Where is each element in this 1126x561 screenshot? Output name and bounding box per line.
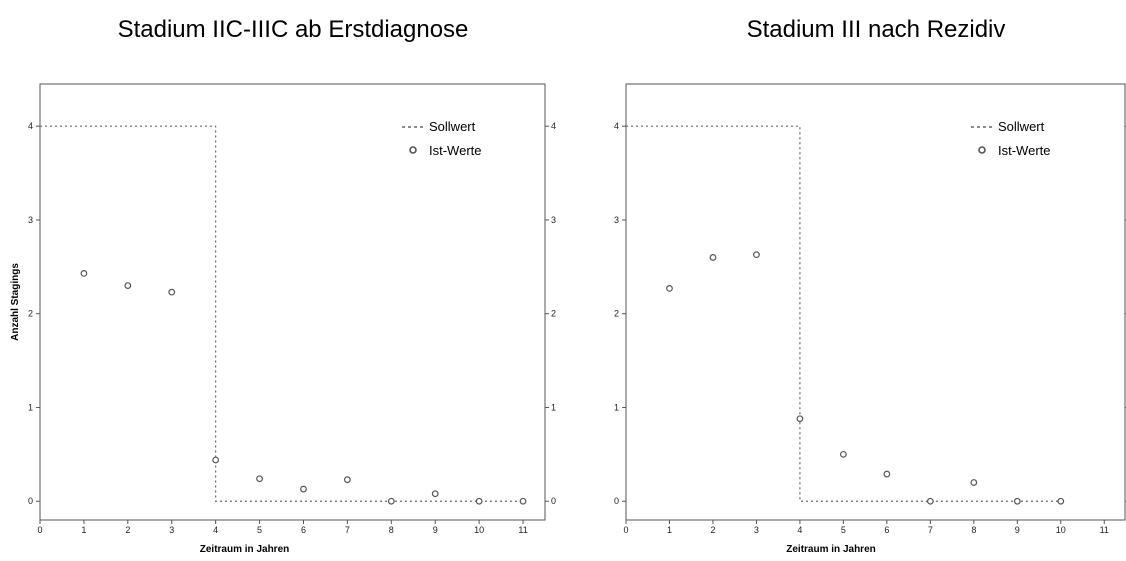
x-tick-label: 5 <box>841 525 846 535</box>
x-tick-label: 3 <box>754 525 759 535</box>
ist-wert-point <box>666 285 673 292</box>
chart-right: 0 1 2 3 4 5 6 7 8 9 10 11 0 1 2 3 4 Zeitraum in Jahren Sol… <box>614 83 1126 555</box>
y-tick-label: 3 <box>28 215 33 225</box>
ist-wert-point <box>1013 497 1021 505</box>
chart-title-right: Stadium III nach Rezidiv <box>746 16 1006 43</box>
x-tick-label: 9 <box>433 525 438 535</box>
x-tick-label: 5 <box>257 525 262 535</box>
x-tick-label: 2 <box>125 525 130 535</box>
plot-frame <box>39 83 546 521</box>
legend-ist-label: Ist-Werte <box>429 143 482 158</box>
x-tick-label: 11 <box>1100 525 1109 535</box>
y-tick-label: 0 <box>614 496 619 506</box>
x-tick-label: 9 <box>1015 525 1020 535</box>
legend-sollwert-label: Sollwert <box>998 119 1045 134</box>
x-tick-label: 3 <box>169 525 174 535</box>
x-tick-label: 10 <box>474 525 484 535</box>
legend-sollwert-label: Sollwert <box>429 119 476 134</box>
ist-wert-point <box>256 475 263 483</box>
ist-wert-point <box>80 270 88 277</box>
y-axis-label: Anzahl Stagings <box>10 263 21 341</box>
ist-wert-point <box>883 470 891 478</box>
x-tick-label: 8 <box>971 525 976 535</box>
y-tick-label-right: 2 <box>551 309 556 319</box>
ist-wert-point <box>212 456 220 464</box>
x-tick-label: 2 <box>710 525 715 535</box>
x-axis-label: Zeitraum in Jahren <box>786 544 875 555</box>
x-tick-label: 0 <box>623 525 628 535</box>
y-tick-label-right: 3 <box>551 215 556 225</box>
y-tick-label: 1 <box>28 402 33 412</box>
chart-title-left: Stadium IIC-IIIC ab Erstdiagnose <box>117 16 469 43</box>
y-tick-label: 2 <box>28 309 33 319</box>
x-tick-label: 4 <box>797 525 802 535</box>
y-tick-label: 0 <box>28 496 33 506</box>
x-tick-label: 4 <box>213 525 218 535</box>
ist-wert-point <box>431 490 439 498</box>
y-tick-label-right: 1 <box>551 402 556 412</box>
ist-wert-point <box>519 497 527 505</box>
x-tick-label: 8 <box>389 525 394 535</box>
y-tick-label: 4 <box>614 121 619 131</box>
legend-ist-swatch <box>978 146 986 154</box>
ist-wert-point <box>709 254 717 261</box>
x-tick-label: 6 <box>301 525 306 535</box>
ist-wert-point <box>753 251 760 259</box>
y-tick-label: 4 <box>28 121 33 131</box>
x-tick-label: 0 <box>37 525 42 535</box>
x-tick-label: 7 <box>345 525 350 535</box>
ist-wert-point <box>475 497 483 505</box>
x-tick-label: 1 <box>81 525 86 535</box>
ist-wert-point <box>300 485 307 493</box>
legend-ist-swatch <box>409 146 417 154</box>
ist-wert-point <box>970 479 978 486</box>
plot-frame <box>625 83 1126 521</box>
x-tick-label: 7 <box>928 525 933 535</box>
ist-wert-point <box>124 282 132 289</box>
sollwert-line <box>40 125 524 502</box>
ist-wert-point <box>387 497 395 505</box>
y-tick-label-right: 4 <box>551 121 556 131</box>
sollwert-line <box>626 125 1061 502</box>
ist-wert-point <box>839 450 847 458</box>
x-tick-label: 6 <box>884 525 889 535</box>
ist-wert-point <box>343 476 351 484</box>
x-axis-label: Zeitraum in Jahren <box>200 544 289 555</box>
ist-wert-point <box>168 288 176 296</box>
legend-ist-label: Ist-Werte <box>998 143 1051 158</box>
y-tick-label: 3 <box>614 215 619 225</box>
y-tick-label: 1 <box>614 402 619 412</box>
ist-wert-point <box>926 497 934 505</box>
x-tick-label: 1 <box>667 525 672 535</box>
x-tick-label: 11 <box>518 525 527 535</box>
ist-wert-point <box>1057 497 1065 505</box>
ist-wert-point <box>796 415 804 423</box>
y-tick-label-right: 0 <box>551 496 556 506</box>
x-tick-label: 10 <box>1056 525 1066 535</box>
y-tick-label: 2 <box>614 309 619 319</box>
